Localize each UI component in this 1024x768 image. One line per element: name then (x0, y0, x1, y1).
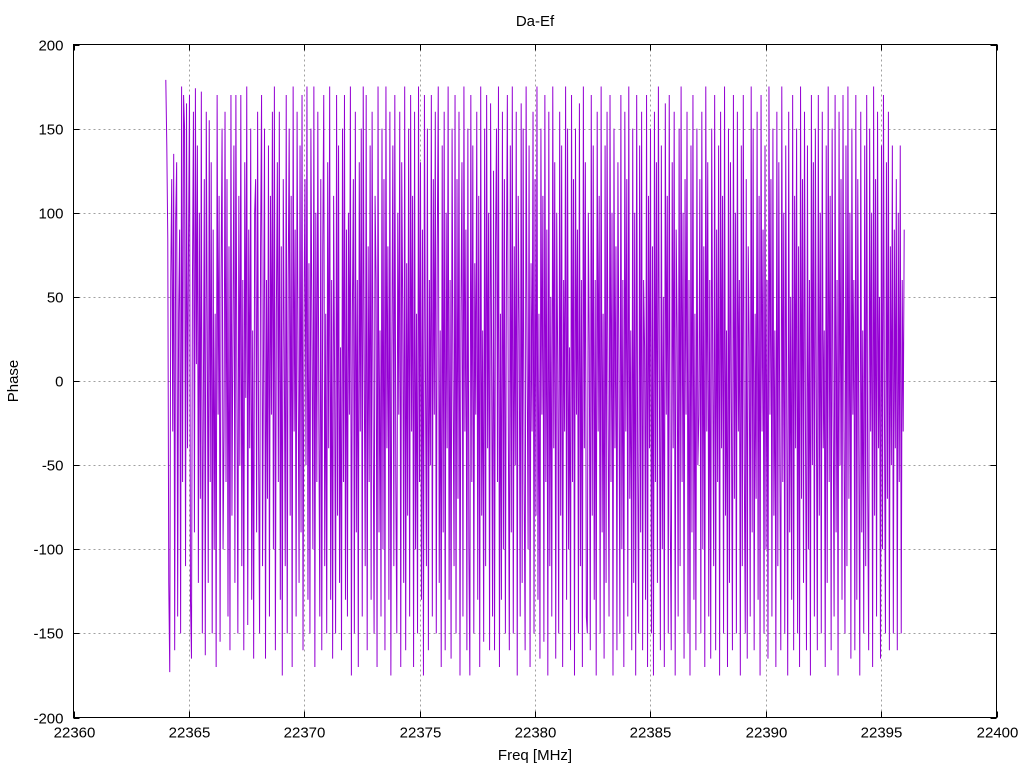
y-tick-label: 200 (38, 38, 63, 55)
y-tick-label: 150 (38, 122, 63, 139)
y-tick-label: 100 (38, 206, 63, 223)
x-tick-label: 22375 (400, 725, 442, 742)
chart-title: Da-Ef (516, 13, 555, 30)
y-tick-label: 0 (55, 374, 63, 391)
x-tick-label: 22360 (54, 725, 96, 742)
x-tick-label: 22395 (861, 725, 903, 742)
y-tick-label: -200 (33, 711, 63, 728)
x-tick-label: 22380 (515, 725, 557, 742)
phase-series-line (165, 79, 905, 676)
axis-ticks: 22360 22365 22370 22375 22380 22385 22390 22395… (33, 38, 1018, 742)
x-tick-label: 22400 (977, 725, 1019, 742)
x-tick-label: 22365 (169, 725, 211, 742)
y-tick-label: 50 (47, 290, 64, 307)
x-axis-title: Freq [MHz] (498, 747, 572, 764)
x-tick-label: 22390 (746, 725, 788, 742)
y-tick-label: -100 (33, 542, 63, 559)
x-tick-label: 22370 (284, 725, 326, 742)
y-tick-label: -150 (33, 626, 63, 643)
y-axis-title: Phase (5, 360, 22, 403)
x-tick-label: 22385 (630, 725, 672, 742)
y-tick-label: -50 (42, 458, 64, 475)
